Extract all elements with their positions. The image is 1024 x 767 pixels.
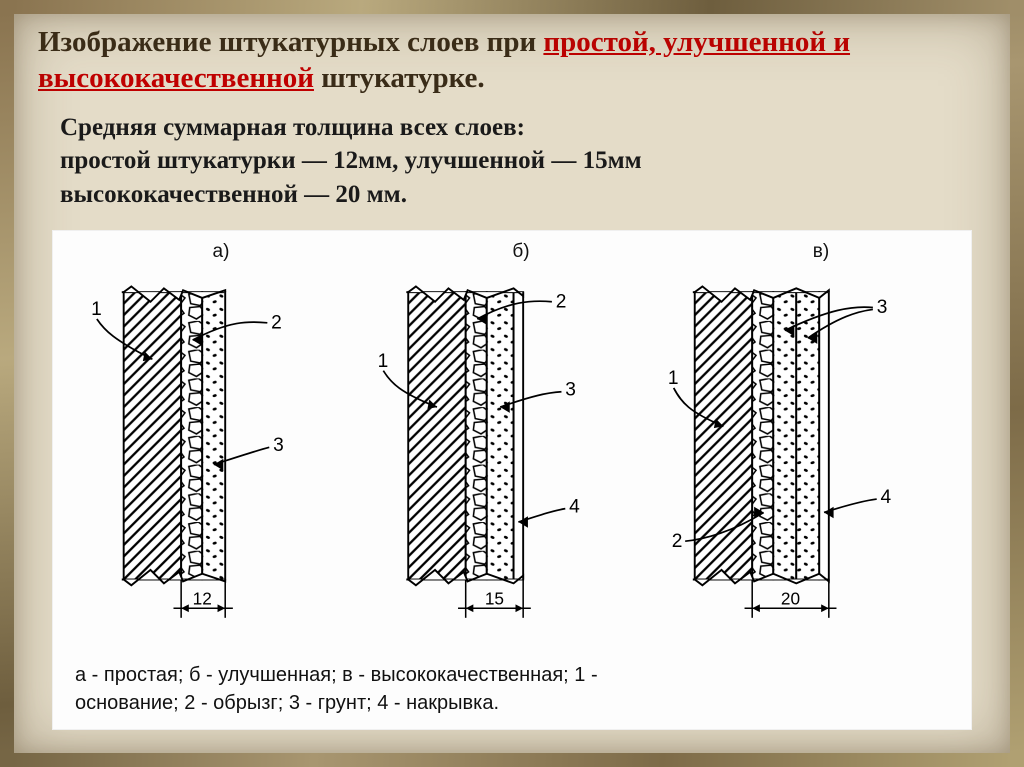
c-num-1: 1 [668, 368, 679, 389]
a-dim: 12 [193, 588, 212, 608]
b-num-3: 3 [566, 379, 577, 400]
subtitle-line-1: простой штукатурки — 12мм, улучшенной — … [60, 144, 986, 178]
section-a-svg: 1 2 3 12 [71, 265, 358, 645]
section-c-svg: 1 2 3 4 [666, 265, 953, 645]
c-dim: 20 [781, 588, 800, 608]
slide-frame: Изображение штукатурных слоев при просто… [0, 0, 1024, 767]
section-b: 1 2 3 4 [368, 265, 655, 645]
c-num-4: 4 [880, 487, 891, 508]
section-b-svg: 1 2 3 4 [368, 265, 655, 645]
caption-line-0: а - простая; б - улучшенная; в - высокок… [75, 661, 949, 689]
slide-subtitle: Средняя суммарная толщина всех слоев: пр… [60, 111, 986, 212]
b-dim: 15 [485, 588, 504, 608]
title-seg-2: штукатурке. [314, 62, 485, 94]
c-num-3: 3 [876, 297, 887, 318]
diagram-panel: а) б) в) [52, 230, 972, 730]
a-num-3: 3 [273, 435, 284, 456]
label-c: в) [671, 241, 971, 263]
sections-row: 1 2 3 12 [71, 265, 953, 645]
label-a: а) [71, 241, 371, 263]
diagram-labels: а) б) в) [71, 241, 953, 263]
section-c: 1 2 3 4 [666, 265, 953, 645]
b-num-2: 2 [556, 291, 567, 312]
subtitle-line-0: Средняя суммарная толщина всех слоев: [60, 111, 986, 145]
b-num-1: 1 [378, 351, 389, 372]
caption-line-1: основание; 2 - обрызг; 3 - грунт; 4 - на… [75, 689, 949, 717]
b-num-4: 4 [569, 496, 580, 517]
c-num-2: 2 [671, 531, 682, 552]
title-seg-0: Изображение штукатурных слоев при [38, 26, 543, 58]
slide-title: Изображение штукатурных слоев при просто… [38, 24, 986, 97]
a-num-2: 2 [271, 312, 282, 333]
a-num-1: 1 [91, 299, 102, 320]
section-a: 1 2 3 12 [71, 265, 358, 645]
subtitle-line-2: высококачественной — 20 мм. [60, 178, 986, 212]
label-b: б) [371, 241, 671, 263]
diagram-caption: а - простая; б - улучшенная; в - высокок… [75, 661, 949, 717]
